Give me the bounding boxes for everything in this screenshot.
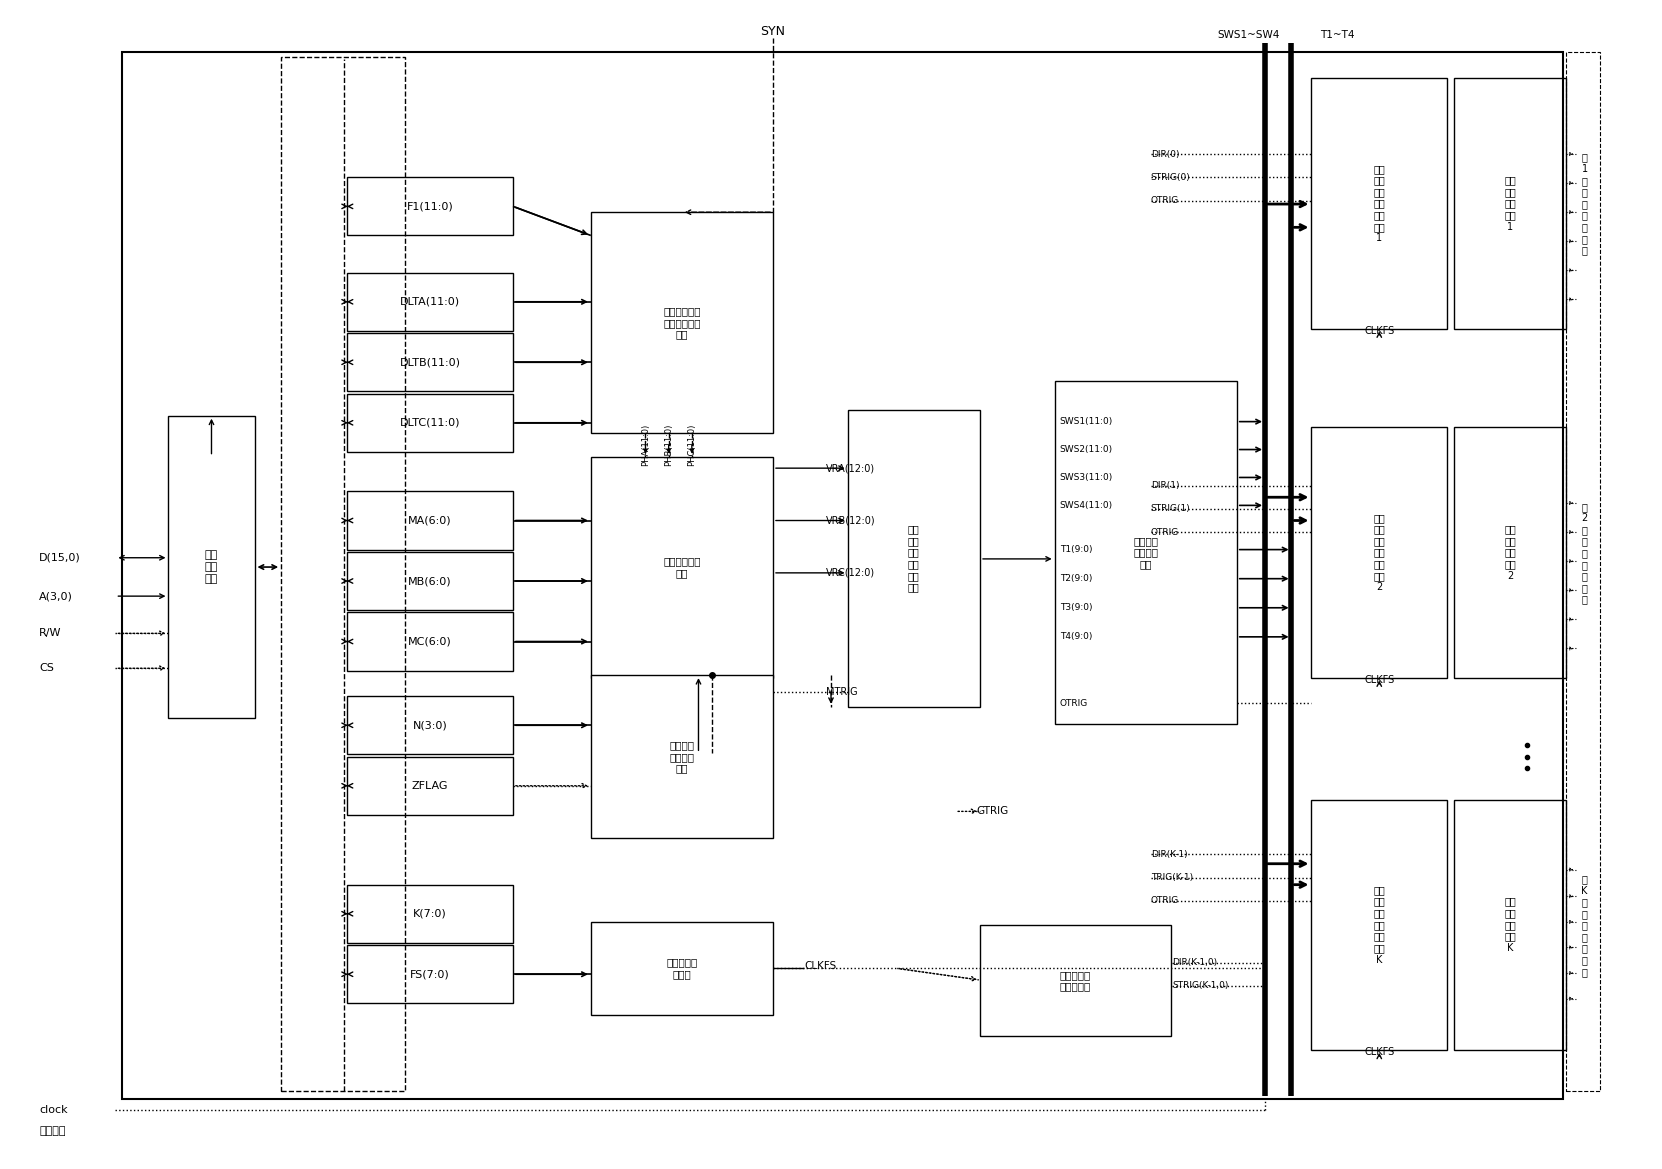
Text: GTRIG: GTRIG — [977, 807, 1009, 816]
Text: DIR(K-1,0): DIR(K-1,0) — [1172, 959, 1217, 967]
FancyBboxPatch shape — [848, 410, 981, 707]
Text: OTRIG: OTRIG — [1150, 527, 1178, 537]
Text: PHC(11:0): PHC(11:0) — [688, 423, 696, 466]
FancyBboxPatch shape — [1311, 800, 1448, 1050]
FancyBboxPatch shape — [590, 457, 773, 678]
Text: F1(11:0): F1(11:0) — [407, 201, 454, 212]
Text: 第
K
级
三
相
脉
冲
信
号: 第 K 级 三 相 脉 冲 信 号 — [1582, 874, 1587, 977]
FancyBboxPatch shape — [347, 885, 514, 943]
Text: 参考电压计算
电路: 参考电压计算 电路 — [663, 556, 701, 577]
FancyBboxPatch shape — [347, 178, 514, 235]
Text: N(3:0): N(3:0) — [412, 720, 447, 731]
Text: 开关
状态
输出
时序
控制
电路
2: 开关 状态 输出 时序 控制 电路 2 — [1373, 513, 1384, 593]
Text: DIR(1): DIR(1) — [1150, 482, 1180, 490]
FancyBboxPatch shape — [981, 926, 1170, 1036]
Text: 开关
状态
转换
电路
2: 开关 状态 转换 电路 2 — [1504, 525, 1516, 581]
Text: PHB(11:0): PHB(11:0) — [665, 423, 673, 466]
Text: OTRIG: OTRIG — [1060, 699, 1089, 707]
FancyBboxPatch shape — [590, 676, 773, 838]
FancyBboxPatch shape — [347, 272, 514, 331]
Text: DIR(K-1): DIR(K-1) — [1150, 850, 1187, 859]
Text: 开关
状态
转换
电路
1: 开关 状态 转换 电路 1 — [1504, 175, 1516, 231]
Text: DLTA(11:0): DLTA(11:0) — [401, 297, 460, 306]
Text: DIR(0): DIR(0) — [1150, 150, 1180, 159]
Text: 采样触发信
号发生电路: 采样触发信 号发生电路 — [1060, 970, 1090, 991]
FancyBboxPatch shape — [347, 491, 514, 549]
FancyBboxPatch shape — [347, 333, 514, 392]
Text: CLKFS: CLKFS — [1365, 1047, 1394, 1057]
Text: MTRIG: MTRIG — [826, 686, 858, 697]
Text: 开关
状态
输出
时序
控制
电路
1: 开关 状态 输出 时序 控制 电路 1 — [1373, 164, 1384, 243]
Text: 第
1
级
三
相
脉
冲
信
号: 第 1 级 三 相 脉 冲 信 号 — [1582, 153, 1587, 256]
Text: MA(6:0): MA(6:0) — [409, 516, 452, 526]
Text: T4(9:0): T4(9:0) — [1060, 632, 1092, 642]
Text: T2(9:0): T2(9:0) — [1060, 574, 1092, 583]
Text: STRIG(1): STRIG(1) — [1150, 504, 1190, 513]
FancyBboxPatch shape — [1454, 428, 1567, 678]
Text: SWS1~SW4: SWS1~SW4 — [1217, 30, 1280, 41]
Text: CLKFS: CLKFS — [804, 961, 836, 971]
FancyBboxPatch shape — [1454, 800, 1567, 1050]
Text: T1~T4: T1~T4 — [1320, 30, 1355, 41]
Text: 采样时钟分
频电路: 采样时钟分 频电路 — [666, 957, 698, 980]
FancyBboxPatch shape — [347, 697, 514, 754]
Text: MB(6:0): MB(6:0) — [409, 576, 452, 586]
Text: 参考
电压
数据
格式
转换
电路: 参考 电压 数据 格式 转换 电路 — [907, 525, 919, 593]
Text: STRIG(K-1,0): STRIG(K-1,0) — [1172, 982, 1228, 990]
FancyBboxPatch shape — [347, 613, 514, 671]
Text: K(7:0): K(7:0) — [414, 908, 447, 919]
Text: T1(9:0): T1(9:0) — [1060, 545, 1092, 554]
FancyBboxPatch shape — [1311, 428, 1448, 678]
Text: VRA(12:0): VRA(12:0) — [826, 463, 876, 473]
Text: R/W: R/W — [40, 629, 61, 638]
Text: D(15,0): D(15,0) — [40, 553, 81, 562]
FancyBboxPatch shape — [590, 922, 773, 1015]
Text: SWS3(11:0): SWS3(11:0) — [1060, 473, 1114, 482]
Text: CLKFS: CLKFS — [1365, 675, 1394, 685]
Text: clock: clock — [40, 1106, 68, 1115]
Text: A(3,0): A(3,0) — [40, 592, 73, 601]
FancyBboxPatch shape — [168, 416, 254, 718]
Text: FS(7:0): FS(7:0) — [411, 969, 450, 980]
FancyBboxPatch shape — [347, 946, 514, 1003]
Text: DLTB(11:0): DLTB(11:0) — [399, 358, 460, 367]
Text: TRIG(K-1): TRIG(K-1) — [1150, 873, 1193, 883]
FancyBboxPatch shape — [347, 394, 514, 452]
FancyBboxPatch shape — [1311, 78, 1448, 328]
Text: 开关
状态
转换
电路
K: 开关 状态 转换 电路 K — [1504, 897, 1516, 953]
Text: VRC(12:0): VRC(12:0) — [826, 568, 876, 577]
Text: VRB(12:0): VRB(12:0) — [826, 516, 876, 526]
FancyBboxPatch shape — [1454, 78, 1567, 328]
Text: OTRIG: OTRIG — [1150, 196, 1178, 205]
Text: CLKFS: CLKFS — [1365, 326, 1394, 336]
Text: 正弦数据
表格存储
电路: 正弦数据 表格存储 电路 — [670, 740, 695, 773]
Text: DLTC(11:0): DLTC(11:0) — [401, 417, 460, 428]
Text: 脉冲宽度
调制计算
电路: 脉冲宽度 调制计算 电路 — [1133, 535, 1158, 569]
Text: 数据
接口
电路: 数据 接口 电路 — [204, 551, 218, 583]
Text: T3(9:0): T3(9:0) — [1060, 603, 1092, 613]
Text: SWS2(11:0): SWS2(11:0) — [1060, 445, 1114, 454]
Text: 三相同步相位
角度数字跟踪
电路: 三相同步相位 角度数字跟踪 电路 — [663, 306, 701, 339]
Text: SWS1(11:0): SWS1(11:0) — [1060, 417, 1114, 427]
Text: 开关
状态
输出
时序
控制
电路
K: 开关 状态 输出 时序 控制 电路 K — [1373, 885, 1384, 964]
Text: ZFLAG: ZFLAG — [412, 781, 449, 790]
Text: CS: CS — [40, 663, 55, 673]
Text: MC(6:0): MC(6:0) — [409, 636, 452, 646]
Text: SYN: SYN — [761, 26, 786, 39]
Text: 第
2
级
三
相
脉
冲
信
号: 第 2 级 三 相 脉 冲 信 号 — [1582, 502, 1587, 604]
FancyBboxPatch shape — [347, 756, 514, 815]
FancyBboxPatch shape — [347, 552, 514, 610]
Text: 外部晶振: 外部晶振 — [40, 1126, 66, 1136]
Text: OTRIG: OTRIG — [1150, 897, 1178, 906]
Text: SWS4(11:0): SWS4(11:0) — [1060, 500, 1114, 510]
FancyBboxPatch shape — [590, 213, 773, 434]
FancyBboxPatch shape — [1055, 381, 1237, 724]
Text: STRIG(0): STRIG(0) — [1150, 173, 1190, 182]
Text: PHA(11:0): PHA(11:0) — [642, 423, 650, 466]
